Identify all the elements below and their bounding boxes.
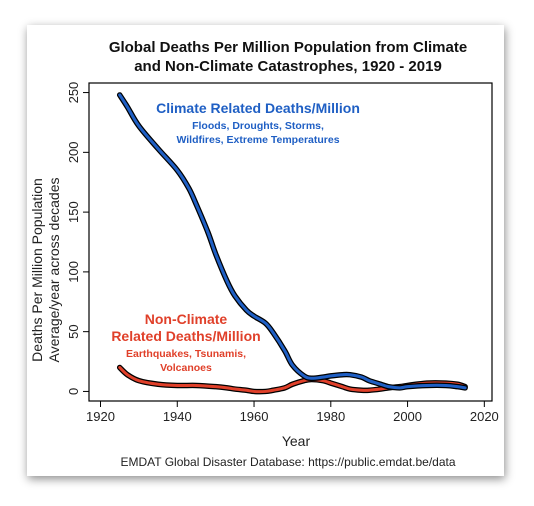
chart-title-line2: and Non-Climate Catastrophes, 1920 - 201… — [134, 58, 442, 75]
plot-frame — [88, 82, 493, 402]
x-tick-label: 2020 — [470, 409, 499, 424]
x-axis-label: Year — [282, 433, 311, 449]
chart-card: Global Deaths Per Million Population fro… — [27, 25, 504, 476]
plot-area — [88, 82, 493, 402]
y-axis: 0 50 100 150 200 250 — [66, 82, 89, 395]
y-tick-label: 50 — [66, 324, 81, 338]
x-tick-label: 2000 — [393, 409, 422, 424]
climate-series-line — [118, 93, 467, 390]
x-axis: 1920 1940 1960 1980 2000 2020 — [86, 401, 499, 424]
y-tick-label: 150 — [66, 201, 81, 223]
data-source: EMDAT Global Disaster Database: https://… — [120, 455, 455, 469]
nonclimate-annotation-title2: Related Deaths/Million — [111, 328, 260, 344]
x-tick-label: 1960 — [240, 409, 269, 424]
y-tick-label: 200 — [66, 141, 81, 163]
chart: Global Deaths Per Million Population fro… — [29, 39, 499, 469]
nonclimate-annotation-sub2: Volcanoes — [160, 362, 212, 374]
y-tick-label: 0 — [66, 388, 81, 395]
series-layer — [116, 92, 468, 395]
x-tick-label: 1920 — [86, 409, 115, 424]
climate-annotation-sub2: Wildfires, Extreme Temperatures — [176, 134, 339, 146]
y-tick-label: 100 — [66, 261, 81, 283]
x-tick-label: 1940 — [163, 409, 192, 424]
climate-annotation-sub1: Floods, Droughts, Storms, — [192, 120, 324, 132]
y-axis-label-line2: Average/year across decades — [46, 178, 62, 363]
climate-annotation-title: Climate Related Deaths/Million — [156, 100, 360, 116]
x-tick-label: 1980 — [316, 409, 345, 424]
chart-title-line1: Global Deaths Per Million Population fro… — [109, 39, 467, 56]
nonclimate-annotation-title1: Non-Climate — [145, 311, 228, 327]
nonclimate-annotation-sub1: Earthquakes, Tsunamis, — [126, 348, 246, 360]
y-tick-label: 250 — [66, 82, 81, 104]
y-axis-label-line1: Deaths Per Million Population — [29, 178, 45, 362]
